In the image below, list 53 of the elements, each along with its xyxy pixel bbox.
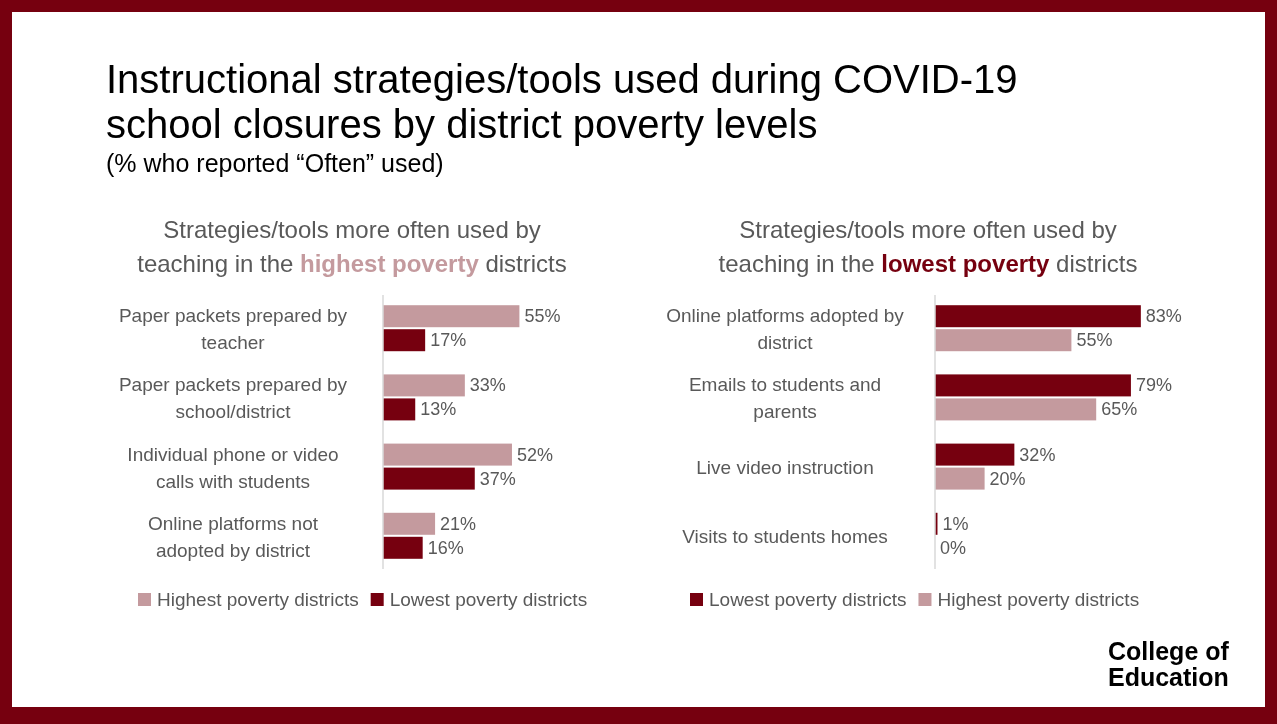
- bar: [935, 398, 1097, 421]
- text: Strategies/tools more often used by: [739, 216, 1117, 243]
- bar: [383, 398, 416, 421]
- text: College of Education: [1108, 637, 1230, 691]
- data-label: 13%: [420, 399, 457, 420]
- y-tick-label: Visits to students homes: [682, 525, 888, 547]
- legend-label: Highest poverty districts: [157, 589, 359, 610]
- bar: [383, 512, 436, 535]
- legend-label: Lowest poverty districts: [389, 589, 588, 610]
- data-label: 52%: [516, 444, 553, 465]
- bar: [935, 305, 1141, 328]
- bar: [383, 467, 475, 490]
- bar: [935, 443, 1015, 466]
- bar: [383, 305, 520, 328]
- legend-label: Lowest poverty districts: [709, 589, 907, 610]
- data-label: 83%: [1145, 306, 1182, 327]
- bar: [935, 467, 985, 490]
- text: teaching in the: [718, 250, 882, 277]
- y-tick-label: Live video instruction: [696, 456, 874, 478]
- data-label: 17%: [430, 330, 467, 351]
- chart-subtitle: (% who reported “Often” used): [106, 149, 444, 177]
- bar: [383, 374, 465, 397]
- data-label: 79%: [1135, 375, 1172, 396]
- text: teaching in the: [137, 250, 301, 277]
- y-tick-label: Online platforms adopted by district: [666, 305, 905, 354]
- bar: [935, 374, 1131, 397]
- bar: [383, 536, 423, 559]
- y-tick-label: Paper packets prepared by school/district: [118, 374, 348, 423]
- text: lowest poverty: [881, 250, 1051, 277]
- bar: [383, 443, 512, 466]
- data-label: 32%: [1019, 444, 1056, 465]
- text: highest poverty: [300, 250, 480, 277]
- bar: [383, 329, 426, 352]
- text: districts: [1049, 250, 1138, 277]
- bar: [935, 329, 1072, 352]
- y-tick-label: Individual phone or video calls with students: [127, 443, 339, 492]
- data-label: 20%: [989, 468, 1026, 489]
- data-label: 21%: [440, 513, 477, 534]
- y-tick-label: Online platforms not adopted by district: [147, 512, 319, 561]
- data-label: 0%: [940, 537, 967, 558]
- data-label: 55%: [1076, 330, 1113, 351]
- data-label: 16%: [427, 537, 464, 558]
- data-label: 1%: [942, 513, 969, 534]
- text: districts: [478, 250, 567, 277]
- text: Strategies/tools more often used by: [163, 216, 541, 243]
- y-tick-label: Emails to students and parents: [688, 374, 882, 423]
- chart-title: Instructional strategies/tools used during COVID-19 school closures by district poverty levels: [106, 57, 1018, 146]
- data-label: 37%: [479, 468, 516, 489]
- data-label: 55%: [524, 306, 561, 327]
- legend-label: Highest poverty districts: [937, 589, 1140, 610]
- data-label: 65%: [1101, 399, 1138, 420]
- y-tick-label: Paper packets prepared by teacher: [118, 305, 348, 354]
- data-label: 33%: [469, 375, 506, 396]
